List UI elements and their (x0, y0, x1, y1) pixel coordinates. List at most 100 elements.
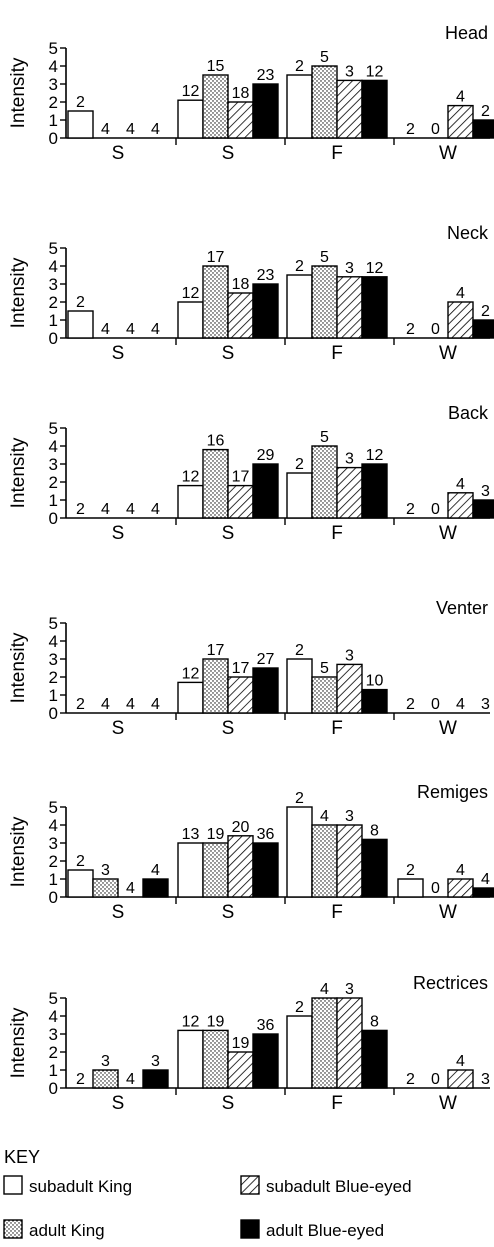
season-label: S (112, 902, 125, 923)
season-label: W (439, 1093, 457, 1114)
sample-size-label: 3 (481, 1071, 490, 1088)
bar (252, 667, 279, 714)
bar (227, 484, 254, 519)
y-tick-label: 0 (49, 509, 58, 528)
bar (202, 658, 229, 714)
sample-size-label: 20 (232, 819, 250, 836)
sample-size-label: 2 (406, 862, 415, 879)
bar (227, 292, 254, 339)
sample-size-label: 27 (257, 651, 275, 668)
y-tick-label: 4 (49, 437, 58, 456)
bar (447, 878, 474, 898)
sample-size-label: 15 (207, 58, 225, 75)
sample-size-label: 4 (320, 808, 329, 825)
sample-size-label: 4 (481, 871, 490, 888)
bar (142, 878, 169, 898)
bar (252, 283, 279, 339)
y-tick-label: 4 (49, 257, 58, 276)
sample-size-label: 4 (456, 476, 465, 493)
sample-size-label: 17 (207, 249, 225, 266)
bar (252, 83, 279, 139)
bar (252, 463, 279, 519)
bar (252, 842, 279, 898)
sample-size-label: 4 (151, 862, 160, 879)
y-tick-label: 5 (49, 989, 58, 1008)
sample-size-label: 17 (232, 660, 250, 677)
sample-size-label: 4 (151, 121, 160, 138)
sample-size-label: 8 (370, 822, 379, 839)
key-swatch (3, 1175, 23, 1195)
sample-size-label: 2 (76, 1071, 85, 1088)
sample-size-label: 2 (295, 999, 304, 1016)
bar (311, 65, 338, 139)
key-label: adult Blue-eyed (266, 1221, 384, 1240)
bar (286, 806, 313, 898)
y-tick-label: 4 (49, 1007, 58, 1026)
sample-size-label: 36 (257, 1017, 275, 1034)
season-label: S (222, 1093, 235, 1114)
bar (361, 463, 388, 519)
sample-size-label: 4 (151, 501, 160, 518)
sample-size-label: 12 (182, 665, 200, 682)
sample-size-label: 3 (481, 483, 490, 500)
season-label: S (222, 902, 235, 923)
y-tick-label: 5 (49, 239, 58, 258)
season-label: W (439, 523, 457, 544)
sample-size-label: 3 (151, 1053, 160, 1070)
season-label: S (112, 718, 125, 739)
y-axis-label: Intensity (8, 816, 29, 887)
season-label: F (331, 143, 343, 164)
bar (177, 484, 204, 519)
key-label: subadult King (29, 1177, 132, 1196)
sample-size-label: 17 (207, 642, 225, 659)
sample-size-label: 2 (295, 258, 304, 275)
sample-size-label: 4 (126, 1071, 135, 1088)
sample-size-label: 2 (76, 94, 85, 111)
sample-size-label: 5 (320, 429, 329, 446)
bar (311, 676, 338, 714)
bar (336, 997, 363, 1089)
y-tick-label: 1 (49, 1061, 58, 1080)
sample-size-label: 36 (257, 826, 275, 843)
bar (227, 835, 254, 898)
bar (202, 1029, 229, 1089)
sample-size-label: 0 (431, 1071, 440, 1088)
y-tick-label: 0 (49, 129, 58, 148)
y-tick-label: 3 (49, 75, 58, 94)
sample-size-label: 3 (345, 260, 354, 277)
season-label: S (222, 523, 235, 544)
bar (336, 824, 363, 898)
bar (361, 79, 388, 139)
sample-size-label: 2 (406, 1071, 415, 1088)
bar (202, 74, 229, 139)
bar (311, 445, 338, 519)
y-axis-label: Intensity (8, 257, 29, 328)
panel-title: Head (445, 23, 488, 43)
sample-size-label: 4 (151, 321, 160, 338)
season-label: F (331, 718, 343, 739)
bar (311, 265, 338, 339)
sample-size-label: 4 (456, 862, 465, 879)
sample-size-label: 12 (366, 63, 384, 80)
bar (472, 887, 494, 898)
y-tick-label: 0 (49, 888, 58, 907)
key-label: subadult Blue-eyed (266, 1177, 412, 1196)
sample-size-label: 0 (431, 321, 440, 338)
y-tick-label: 2 (49, 668, 58, 687)
sample-size-label: 2 (481, 103, 490, 120)
sample-size-label: 4 (126, 880, 135, 897)
sample-size-label: 4 (151, 696, 160, 713)
key-label: adult King (29, 1221, 105, 1240)
bar (361, 838, 388, 898)
bar (286, 1015, 313, 1089)
season-label: W (439, 143, 457, 164)
y-tick-label: 3 (49, 275, 58, 294)
sample-size-label: 12 (182, 83, 200, 100)
bar (336, 276, 363, 339)
bar (286, 74, 313, 139)
key-swatch (240, 1175, 260, 1195)
